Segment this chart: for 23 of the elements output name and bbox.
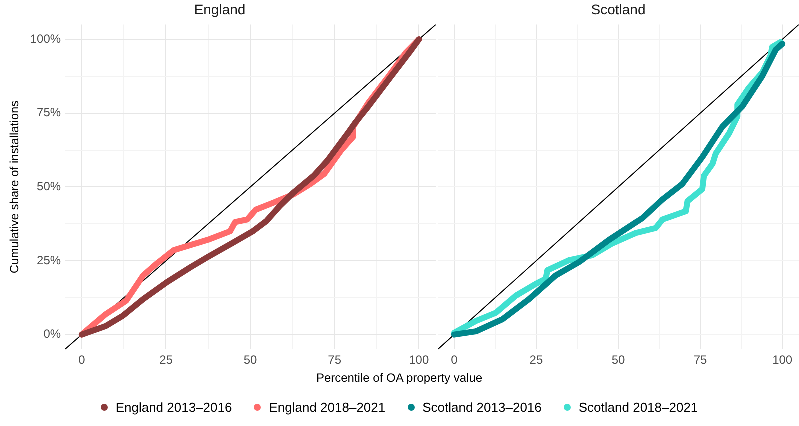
x-tick-label: 100 <box>409 353 430 368</box>
legend-label: England 2013–2016 <box>116 400 232 415</box>
x-tick-label: 100 <box>772 353 793 368</box>
y-tick-label: 0% <box>44 327 62 342</box>
y-tick-label: 50% <box>37 180 62 194</box>
y-tick-label: 25% <box>37 253 62 268</box>
x-tick-label: 50 <box>612 353 626 368</box>
x-tick-label: 25 <box>530 353 544 368</box>
legend-label: Scotland 2013–2016 <box>422 400 542 415</box>
y-axis-title: Cumulative share of installations <box>8 100 22 274</box>
x-axis-title: Percentile of OA property value <box>315 371 484 385</box>
x-tick-label: 25 <box>160 353 174 368</box>
y-tick-label: 100% <box>30 32 62 46</box>
legend-label: England 2018–2021 <box>269 400 386 415</box>
x-tick-label: 50 <box>244 353 258 368</box>
chart-title: Scotland <box>591 1 646 18</box>
legend-label: Scotland 2018–2021 <box>578 400 698 415</box>
x-tick-label: 75 <box>694 353 708 368</box>
x-tick-label: 75 <box>328 353 342 368</box>
x-tick-label: 0 <box>78 353 86 368</box>
x-tick-label: 0 <box>451 353 458 368</box>
chart-title: England <box>194 1 246 18</box>
y-tick-label: 75% <box>37 106 62 120</box>
